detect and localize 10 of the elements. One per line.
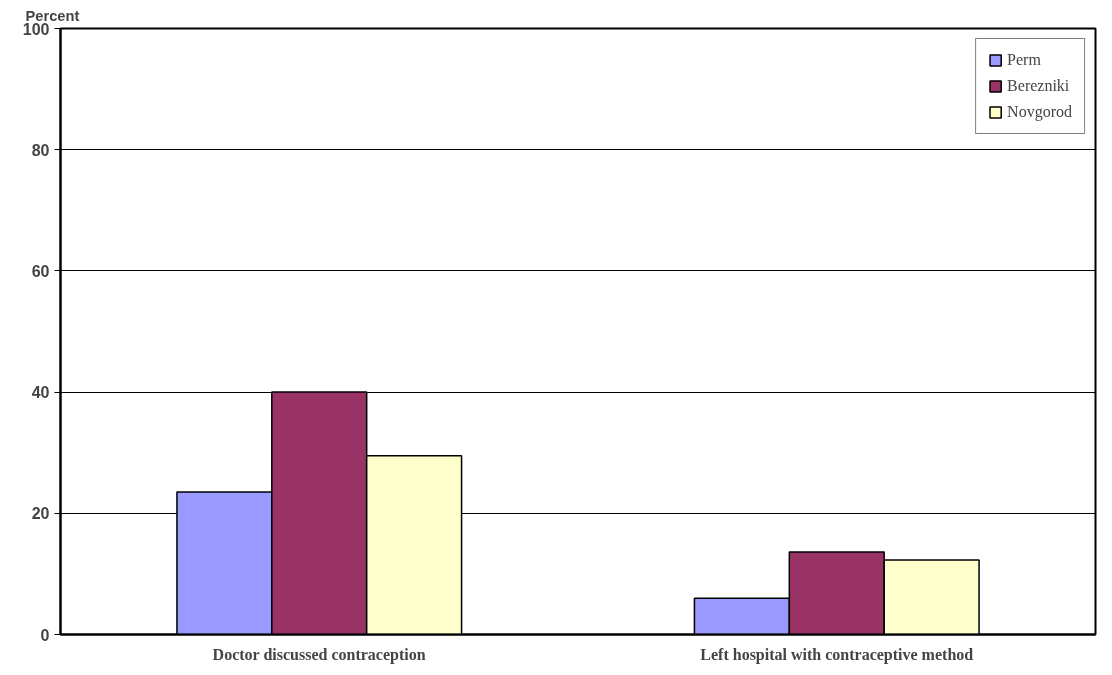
legend-label: Berezniki	[1007, 77, 1070, 95]
y-tick-label: 40	[31, 384, 50, 402]
x-tick-label: Left hospital with contraceptive method	[700, 645, 974, 664]
y-tick-label: 80	[31, 141, 50, 159]
x-tick-label: Doctor discussed contraception	[212, 645, 426, 664]
y-tick-label: 60	[31, 262, 50, 280]
legend-label: Novgorod	[1007, 103, 1072, 121]
y-tick-label: 0	[40, 626, 50, 644]
legend-label: Perm	[1007, 51, 1041, 69]
y-tick-label: 20	[31, 505, 50, 523]
